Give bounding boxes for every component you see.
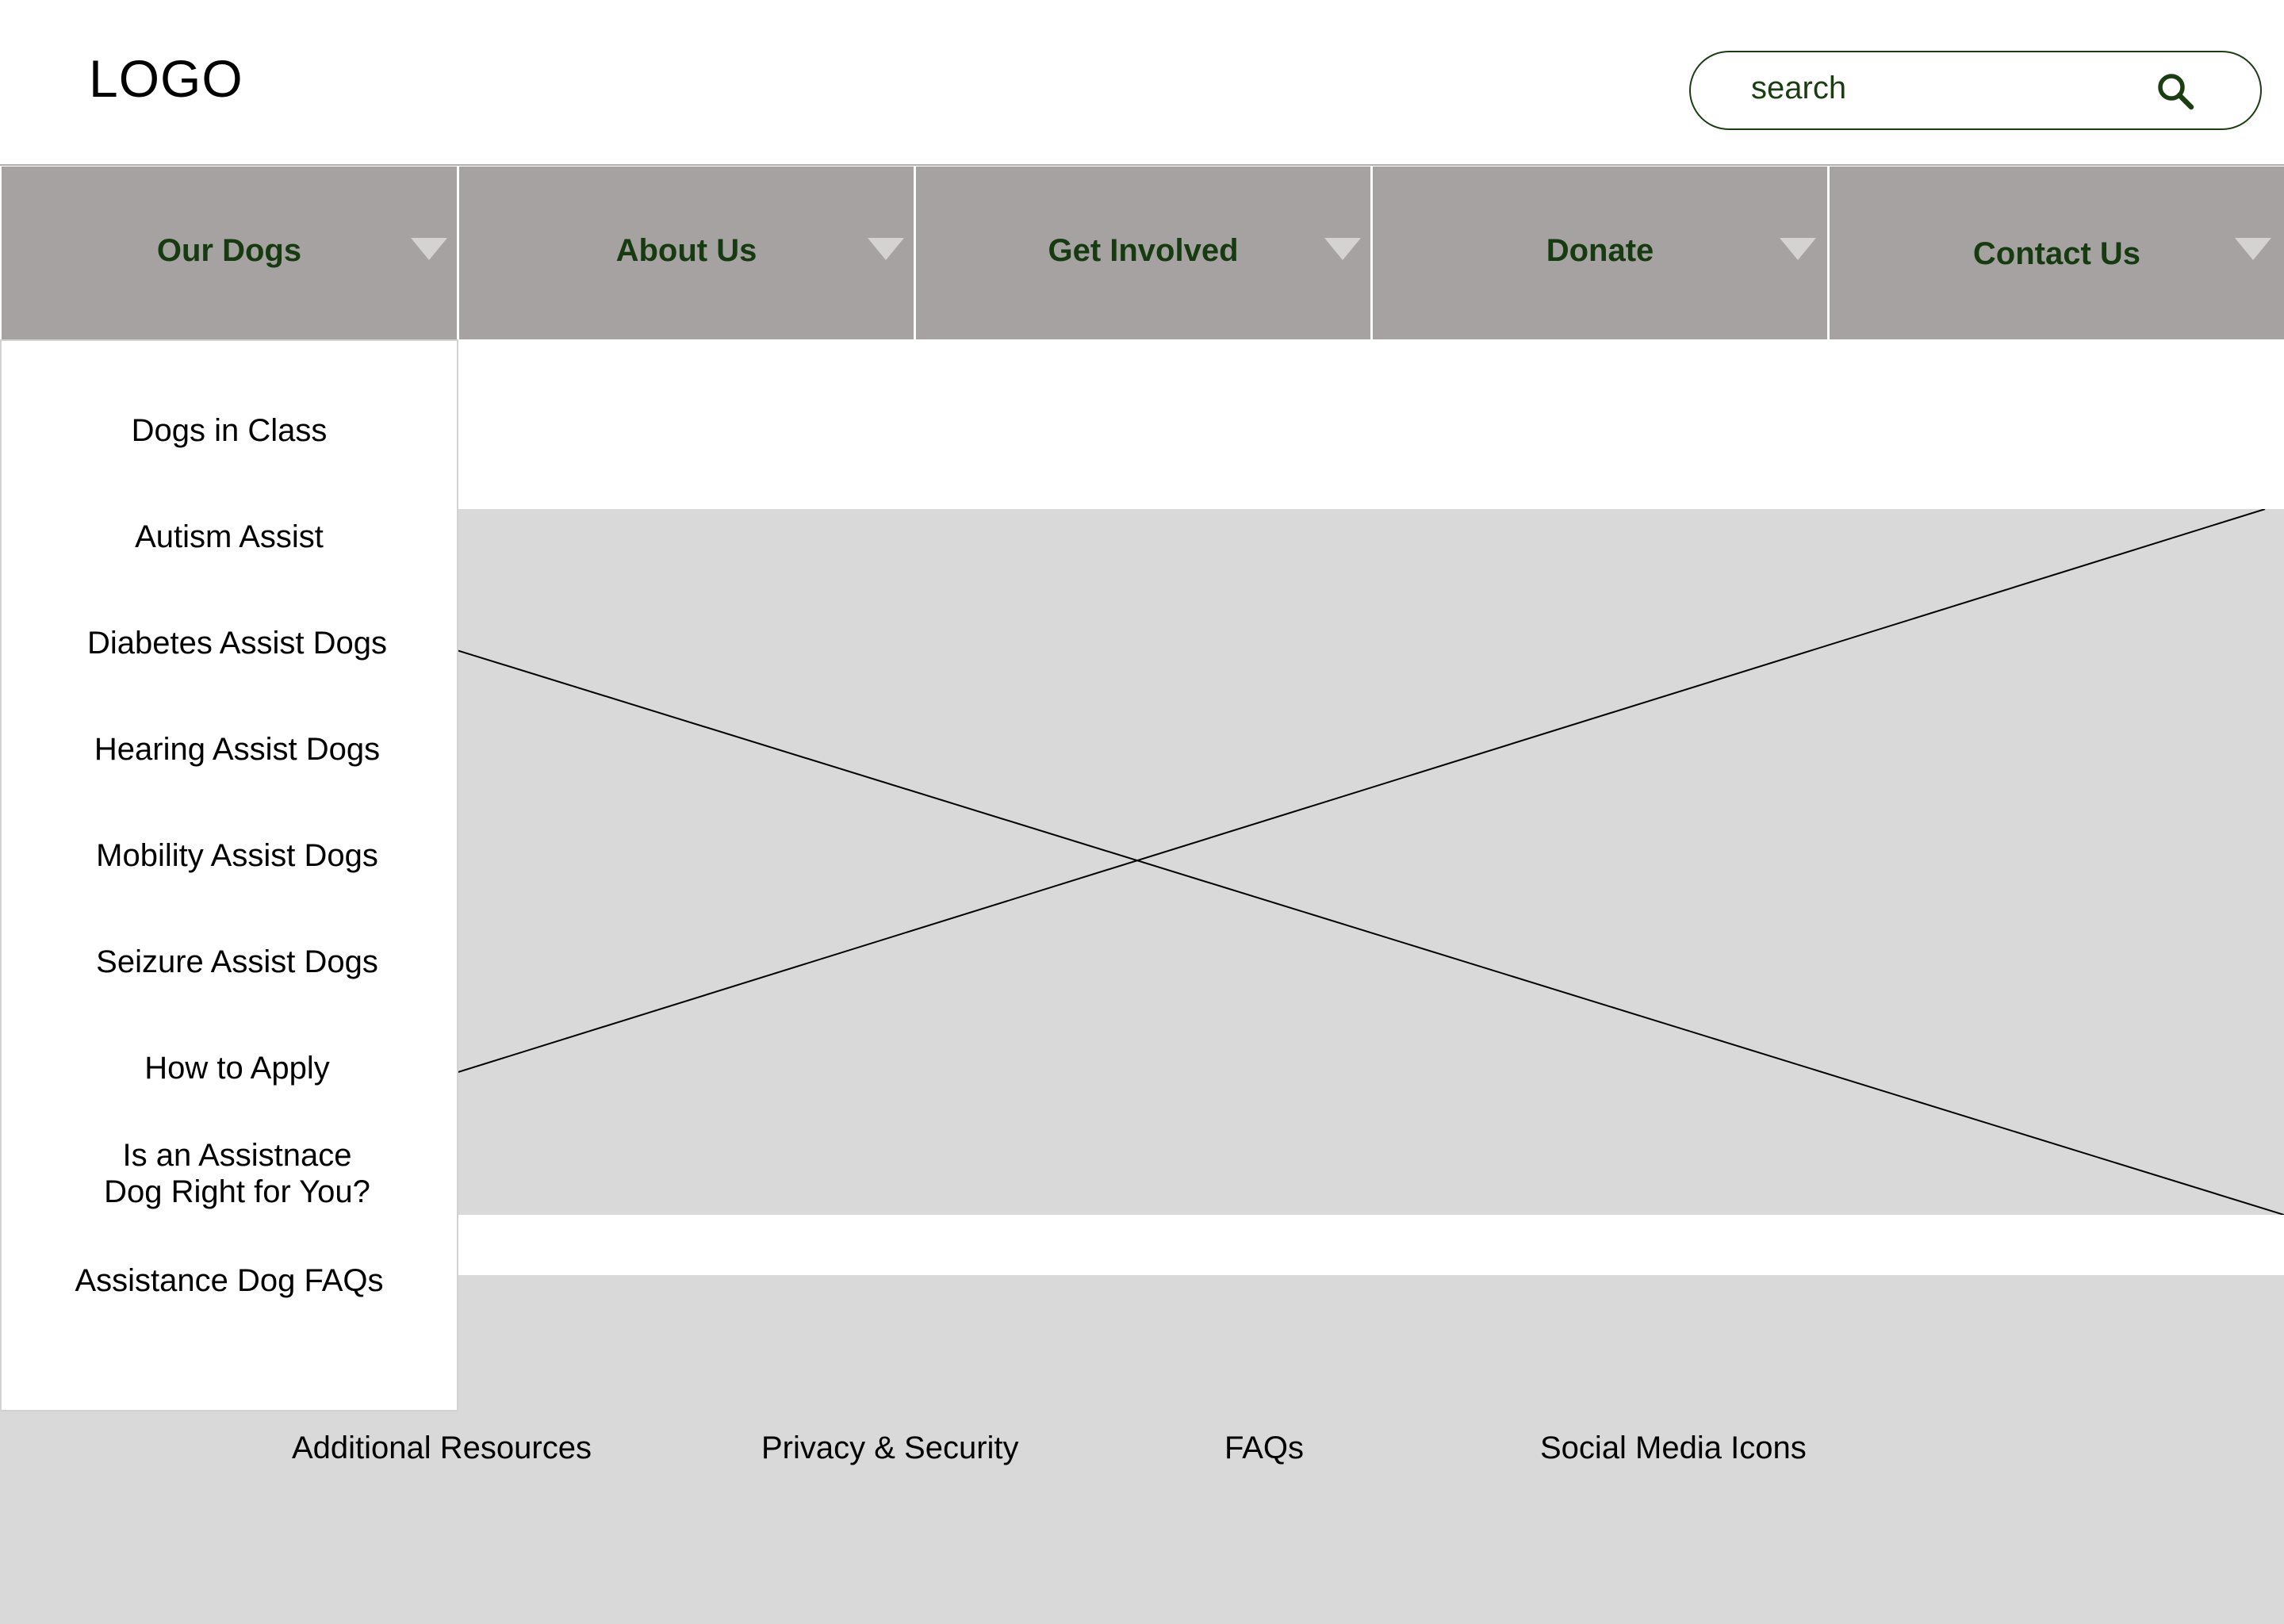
nav-label: About Us bbox=[615, 233, 757, 268]
footer-link-faqs[interactable]: FAQs bbox=[1224, 1431, 1305, 1465]
dropdown-item-is-an-assistance-dog-right-for-you[interactable]: Is an Assistnace Dog Right for You? bbox=[104, 1138, 370, 1209]
caret-down-icon[interactable] bbox=[1780, 238, 1816, 260]
dropdown-item-how-to-apply[interactable]: How to Apply bbox=[144, 1051, 330, 1086]
nav-label: Get Involved bbox=[1048, 233, 1239, 268]
nav-item-contact-us[interactable]: Contact Us bbox=[1827, 167, 2284, 339]
nav-item-about-us[interactable]: About Us bbox=[457, 167, 914, 339]
dropdown-item-seizure-assist-dogs[interactable]: Seizure Assist Dogs bbox=[96, 944, 378, 979]
dropdown-item-mobility-assist-dogs[interactable]: Mobility Assist Dogs bbox=[96, 838, 378, 873]
nav-label: Our Dogs bbox=[156, 233, 302, 268]
caret-down-icon[interactable] bbox=[2235, 238, 2271, 260]
dropdown-item-autism-assist[interactable]: Autism Assist bbox=[135, 519, 324, 554]
caret-down-icon[interactable] bbox=[411, 238, 447, 260]
search-input[interactable] bbox=[1751, 63, 2148, 113]
footer-link-additional-resources[interactable]: Additional Resources bbox=[292, 1431, 592, 1465]
logo[interactable]: LOGO bbox=[89, 49, 243, 108]
main-nav: Our Dogs About Us Get Involved Donate Co… bbox=[0, 167, 2284, 339]
dropdown-item-assistance-dog-faqs[interactable]: Assistance Dog FAQs bbox=[75, 1263, 384, 1298]
nav-label: Donate bbox=[1546, 233, 1654, 268]
caret-down-icon[interactable] bbox=[868, 238, 904, 260]
dropdown-item-dogs-in-class[interactable]: Dogs in Class bbox=[131, 413, 328, 448]
search-icon[interactable] bbox=[2154, 70, 2198, 114]
nav-item-donate[interactable]: Donate bbox=[1370, 167, 1827, 339]
footer-link-social-media-icons[interactable]: Social Media Icons bbox=[1540, 1431, 1807, 1465]
search-bar[interactable] bbox=[1689, 51, 2262, 130]
dropdown-item-hearing-assist-dogs[interactable]: Hearing Assist Dogs bbox=[94, 732, 381, 767]
caret-down-icon[interactable] bbox=[1324, 238, 1361, 260]
nav-item-our-dogs[interactable]: Our Dogs bbox=[0, 167, 457, 339]
dropdown-item-diabetes-assist-dogs[interactable]: Diabetes Assist Dogs bbox=[87, 626, 387, 661]
footer-link-privacy-security[interactable]: Privacy & Security bbox=[761, 1431, 1019, 1465]
our-dogs-dropdown-menu: Dogs in Class Autism Assist Diabetes Ass… bbox=[0, 339, 458, 1411]
nav-label: Contact Us bbox=[1972, 236, 2141, 271]
nav-item-get-involved[interactable]: Get Involved bbox=[914, 167, 1370, 339]
header-divider bbox=[0, 164, 2284, 166]
